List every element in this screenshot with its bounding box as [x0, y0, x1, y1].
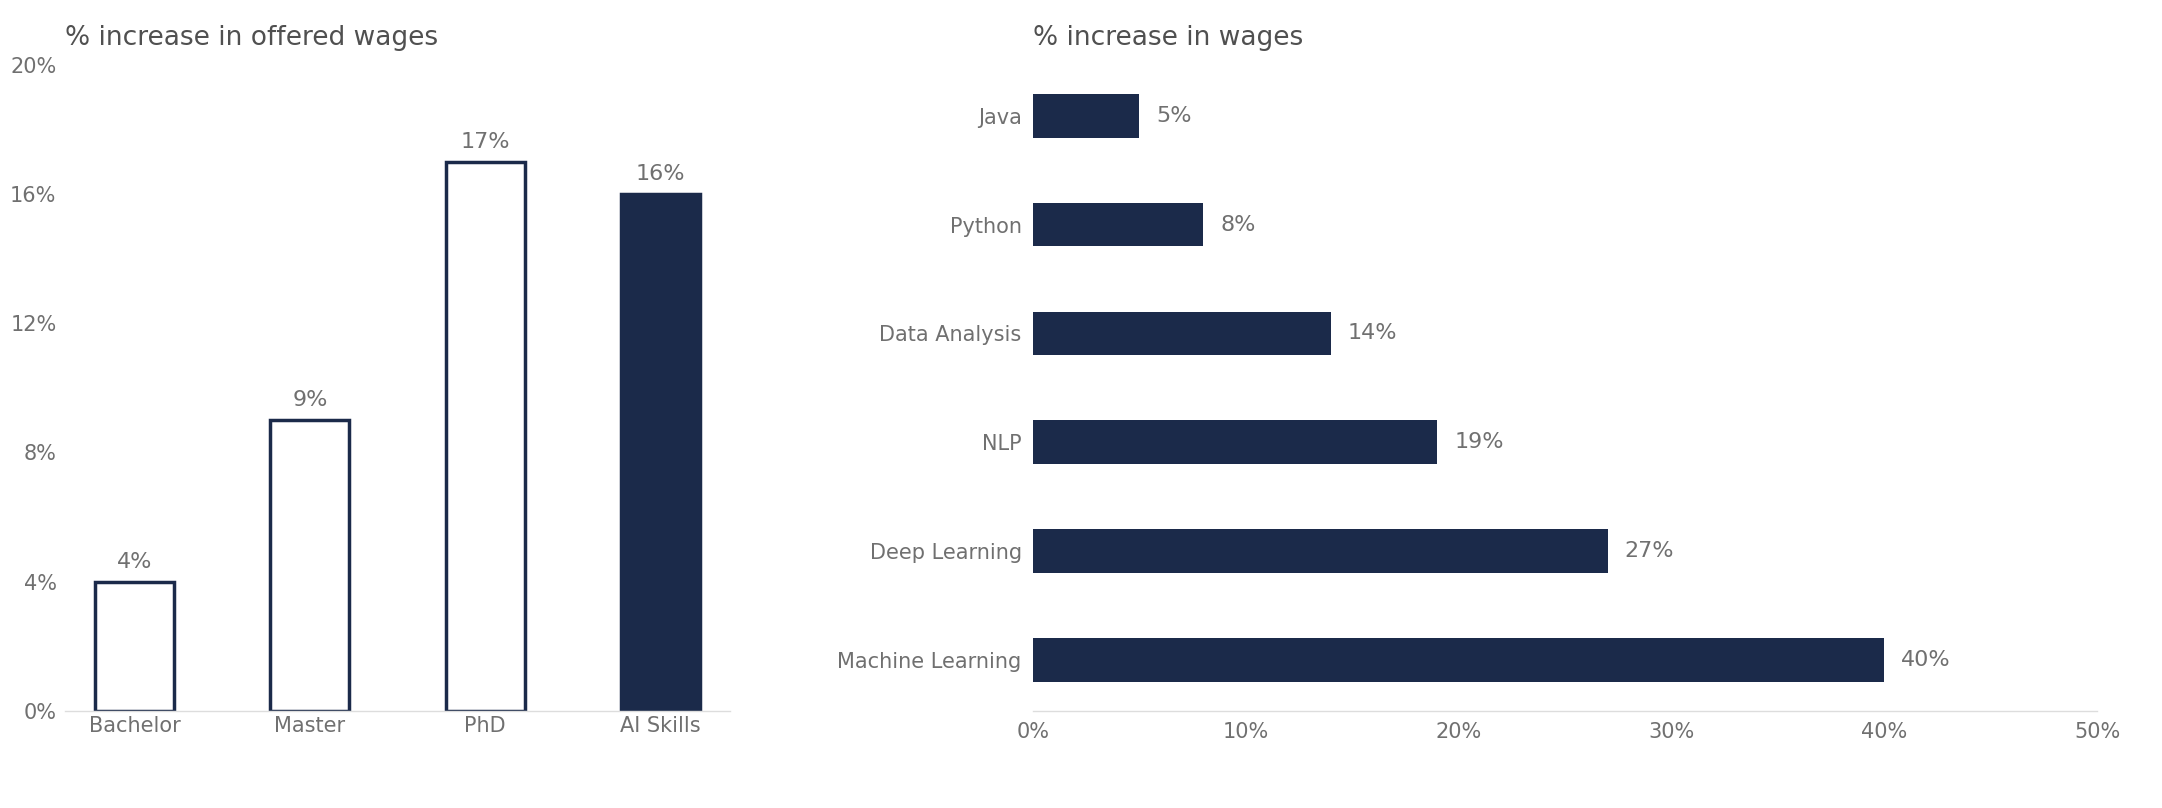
- Bar: [445, 162, 525, 711]
- Text: % increase in wages: % increase in wages: [1033, 25, 1304, 51]
- Bar: [1033, 203, 1202, 246]
- Text: 9%: 9%: [292, 390, 326, 410]
- Bar: [1033, 420, 1438, 464]
- Text: 14%: 14%: [1347, 323, 1397, 343]
- Text: 8%: 8%: [1219, 215, 1256, 234]
- Bar: [1033, 312, 1332, 356]
- Text: % increase in offered wages: % increase in offered wages: [65, 25, 439, 51]
- Text: 17%: 17%: [461, 132, 510, 152]
- Bar: [270, 420, 350, 711]
- Bar: [1033, 529, 1609, 573]
- Bar: [95, 582, 173, 711]
- Text: 27%: 27%: [1624, 541, 1673, 561]
- Text: 4%: 4%: [117, 552, 151, 572]
- Text: 40%: 40%: [1900, 650, 1950, 670]
- Bar: [1033, 638, 1885, 682]
- Bar: [1033, 94, 1139, 137]
- Text: 16%: 16%: [636, 164, 685, 184]
- Text: 5%: 5%: [1157, 106, 1191, 126]
- Text: 19%: 19%: [1455, 432, 1505, 452]
- Bar: [620, 194, 700, 711]
